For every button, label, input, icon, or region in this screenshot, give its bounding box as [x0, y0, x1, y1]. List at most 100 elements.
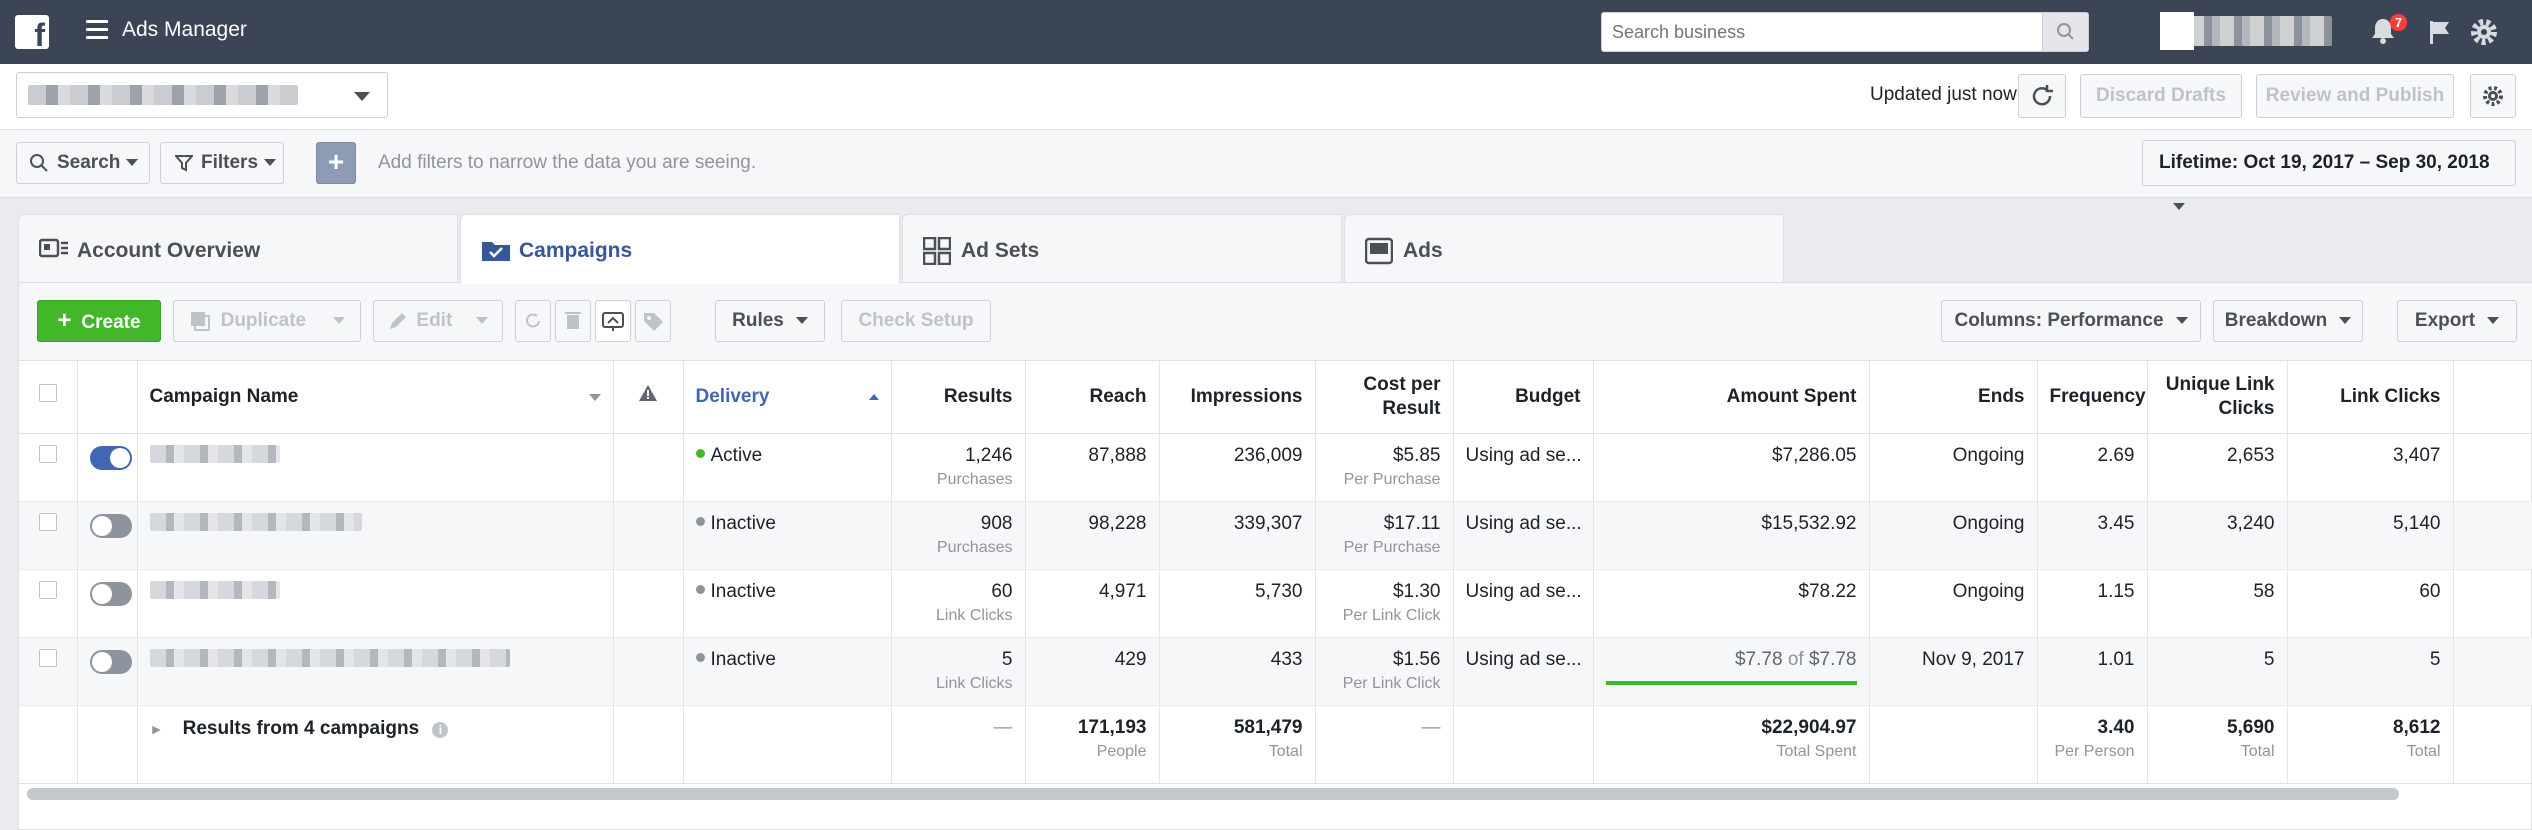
hamburger-menu-icon[interactable] [86, 20, 108, 42]
campaign-name-blurred[interactable] [149, 580, 280, 599]
duplicate-button[interactable]: Duplicate [173, 300, 361, 342]
settings-button[interactable] [2470, 74, 2516, 118]
edit-button[interactable]: Edit [373, 300, 503, 342]
row-checkbox[interactable] [38, 444, 57, 463]
tag-button[interactable] [635, 300, 671, 342]
avatar[interactable] [2160, 12, 2194, 50]
chevron-down-icon [475, 317, 488, 325]
check-setup-button[interactable]: Check Setup [841, 300, 991, 342]
refresh-button[interactable] [2018, 74, 2066, 118]
campaign-toggle[interactable] [89, 649, 132, 674]
ab-test-button[interactable] [595, 300, 631, 342]
select-all-checkbox[interactable] [38, 384, 57, 403]
table-row[interactable]: Active 1,246 Purchases 87,888 236,009 $5.… [19, 433, 2532, 502]
duplicate-label: Duplicate [220, 310, 307, 331]
tab-ads[interactable]: Ads [1344, 214, 1784, 284]
column-header-results[interactable]: Results [891, 361, 1026, 434]
review-and-publish-button[interactable]: Review and Publish [2256, 74, 2454, 118]
campaign-toggle[interactable] [89, 445, 132, 470]
breakdown-dropdown[interactable]: Breakdown [2213, 300, 2363, 342]
delivery-status: Inactive [710, 512, 776, 534]
impressions-value: 433 [1159, 637, 1316, 706]
notifications-bell-icon[interactable] [2368, 16, 2398, 46]
campaign-name-blurred[interactable] [149, 444, 280, 463]
ad-account-selector[interactable] [16, 72, 388, 118]
delete-button[interactable] [555, 300, 591, 342]
search-button[interactable] [2042, 13, 2088, 51]
frequency-value: 1.15 [2037, 569, 2148, 638]
search-dropdown[interactable]: Search [16, 142, 150, 184]
columns-dropdown[interactable]: Columns: Performance [1941, 300, 2201, 342]
table-row[interactable]: Inactive 60 Link Clicks 4,971 5,730 $1.30… [19, 569, 2532, 638]
revert-icon [526, 313, 540, 328]
results-type: Purchases [936, 470, 1013, 488]
link-clicks-value: 3,407 [2287, 433, 2454, 502]
column-header-cost-per-result[interactable]: Cost per Result [1315, 361, 1454, 434]
revert-button[interactable] [515, 300, 551, 342]
row-checkbox[interactable] [38, 580, 57, 599]
status-dot-inactive [695, 652, 705, 662]
column-header-impressions[interactable]: Impressions [1159, 361, 1316, 434]
row-checkbox[interactable] [38, 648, 57, 667]
column-header-campaign-name[interactable]: Campaign Name [137, 361, 614, 434]
ends-value: Nov 9, 2017 [1869, 637, 2038, 706]
chevron-down-icon[interactable] [354, 92, 370, 101]
frequency-value: 1.01 [2037, 637, 2148, 706]
edit-label: Edit [416, 310, 453, 331]
tab-ad-sets[interactable]: Ad Sets [902, 214, 1342, 284]
campaign-toggle[interactable] [89, 581, 132, 606]
settings-gear-icon[interactable] [2468, 16, 2500, 48]
export-dropdown[interactable]: Export [2397, 300, 2517, 342]
column-header-reach[interactable]: Reach [1025, 361, 1160, 434]
table-row[interactable]: Inactive 908 Purchases 98,228 339,307 $17… [19, 501, 2532, 570]
filter-hint-text[interactable]: Add filters to narrow the data you are s… [378, 152, 757, 173]
account-row: Updated just now Discard Drafts Review a… [0, 64, 2532, 130]
filters-dropdown[interactable]: Filters [160, 142, 284, 184]
discard-drafts-button[interactable]: Discard Drafts [2080, 74, 2242, 118]
column-header-delivery[interactable]: Delivery [683, 361, 892, 434]
summary-link-clicks: 8,612 [2392, 716, 2441, 738]
breakdown-label: Breakdown [2224, 310, 2328, 331]
campaign-name-blurred[interactable] [149, 512, 362, 531]
column-header-unique-link-clicks[interactable]: Unique Link Clicks [2147, 361, 2288, 434]
impressions-value: 236,009 [1159, 433, 1316, 502]
tag-icon [644, 313, 663, 331]
column-header-link-clicks[interactable]: Link Clicks [2287, 361, 2454, 434]
expand-triangle-icon[interactable]: ► [149, 720, 164, 737]
date-range-picker[interactable]: Lifetime: Oct 19, 2017 – Sep 30, 2018 [2142, 140, 2516, 211]
date-range-label: Lifetime: Oct 19, 2017 – Sep 30, 2018 [2159, 152, 2490, 173]
amount-spent-value: $7.78 [1734, 648, 1783, 670]
tab-account-overview[interactable]: Account Overview [18, 214, 458, 284]
rules-label: Rules [732, 310, 784, 331]
column-header-budget[interactable]: Budget [1453, 361, 1594, 434]
facebook-logo-icon[interactable]: f [15, 15, 49, 49]
horizontal-scrollbar[interactable] [27, 788, 2399, 800]
search-business-field[interactable] [1601, 12, 2089, 52]
campaign-name-blurred[interactable] [149, 648, 510, 667]
summary-impressions-sub: Total [1268, 742, 1303, 760]
column-header-ends[interactable]: Ends [1869, 361, 2038, 434]
column-header-warnings[interactable] [613, 361, 684, 434]
flag-icon[interactable] [2426, 18, 2454, 46]
search-business-input[interactable] [1602, 13, 2042, 51]
row-checkbox[interactable] [38, 512, 57, 531]
add-filter-button[interactable]: + [316, 142, 356, 184]
column-header-overflow[interactable] [2453, 361, 2532, 434]
tab-campaigns[interactable]: Campaigns [460, 214, 900, 284]
campaign-toggle[interactable] [89, 513, 132, 538]
chevron-down-icon[interactable] [588, 393, 601, 401]
budget-value: Using ad se... [1453, 433, 1594, 502]
select-all-checkbox-cell[interactable] [19, 361, 78, 434]
search-icon [2057, 23, 2074, 40]
summary-cost: — [1315, 705, 1454, 784]
rules-button[interactable]: Rules [715, 300, 825, 342]
column-header-amount-spent[interactable]: Amount Spent [1593, 361, 1870, 434]
create-button[interactable]: + Create [37, 300, 161, 342]
info-icon[interactable]: i [432, 721, 449, 738]
summary-unique-link-clicks-sub: Total [2240, 742, 2275, 760]
impressions-value: 5,730 [1159, 569, 1316, 638]
results-type: Link Clicks [936, 674, 1013, 692]
column-header-frequency[interactable]: Frequency [2037, 361, 2148, 434]
table-row[interactable]: Inactive 5 Link Clicks 429 433 $1.56 Per L… [19, 637, 2532, 706]
delivery-status: Inactive [710, 580, 776, 602]
